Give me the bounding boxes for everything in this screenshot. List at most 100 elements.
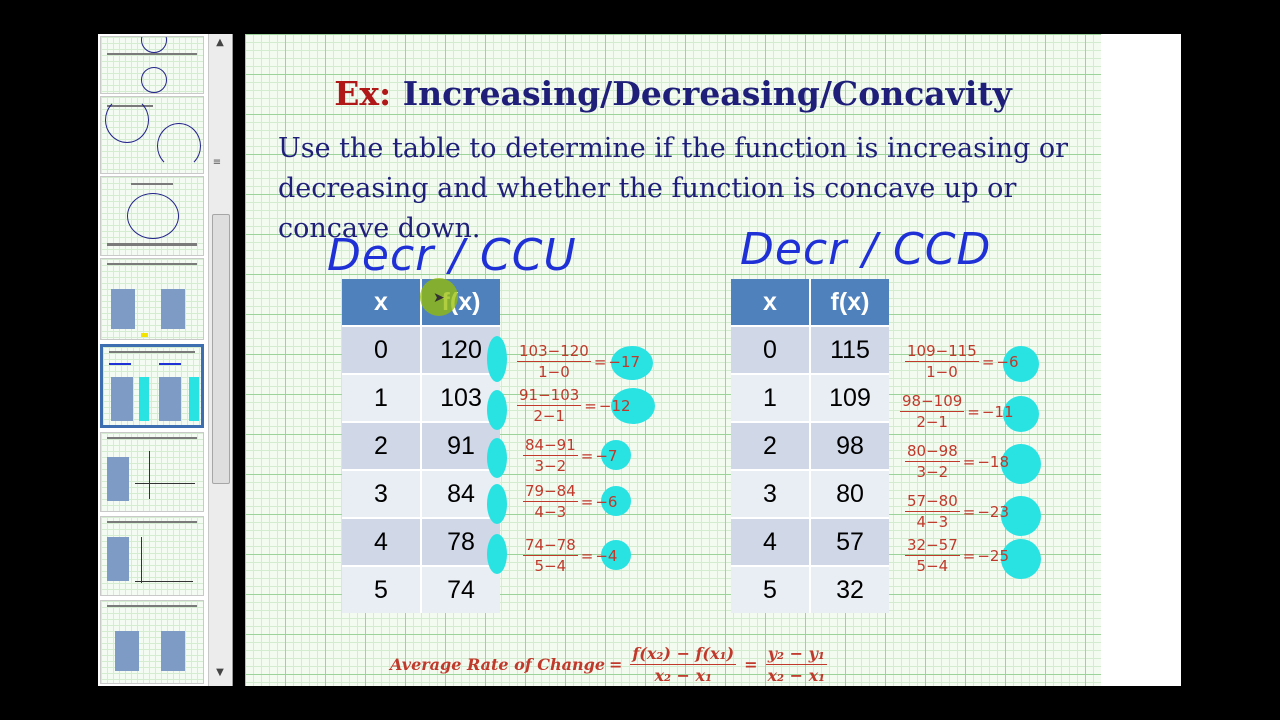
equals-sign: = xyxy=(580,546,594,565)
result-highlight xyxy=(601,486,631,516)
equals-sign: = xyxy=(962,452,976,471)
title-text: Increasing/Decreasing/Concavity xyxy=(402,74,1012,113)
scroll-down-arrow-icon[interactable]: ▼ xyxy=(216,667,224,678)
equals-sign: = xyxy=(593,352,607,371)
cell-fx: 109 xyxy=(810,373,889,422)
cell-x: 3 xyxy=(731,469,811,518)
equals-sign: = xyxy=(981,352,995,371)
slide-thumbnail-current[interactable] xyxy=(100,344,204,428)
fraction-numerator: 79−84 xyxy=(523,482,578,502)
table-row: 1 103 xyxy=(342,373,500,422)
cell-x: 0 xyxy=(342,325,422,374)
equals-sign: = xyxy=(609,655,623,674)
result-highlight xyxy=(601,440,631,470)
highlight-mark xyxy=(487,390,507,430)
rate-of-change-expression: 84−91 3−2 = −7 xyxy=(523,436,617,475)
title-prefix: Ex: xyxy=(334,74,392,113)
column-header-fx: f(x) xyxy=(810,279,889,326)
slide-thumbnail[interactable] xyxy=(100,96,204,174)
fraction-numerator: 109−115 xyxy=(905,342,979,362)
rate-of-change-expression: 80−98 3−2 = −18 xyxy=(905,442,1009,481)
value-table-right: x f(x) 0 115 1 109 2 98 3 80 4 57 5 32 xyxy=(731,279,889,613)
slide-thumbnail-panel: ▲ ≡ ▼ xyxy=(98,34,233,686)
rate-result: −6 xyxy=(595,492,618,511)
rate-of-change-expression: 109−115 1−0 = −6 xyxy=(905,342,1019,381)
slide-thumbnail[interactable] xyxy=(100,258,204,340)
cell-x: 5 xyxy=(731,565,811,613)
fraction-numerator: 80−98 xyxy=(905,442,960,462)
table-row: 2 91 xyxy=(342,421,500,470)
table-row: 0 115 xyxy=(731,325,889,374)
result-highlight xyxy=(1003,396,1039,432)
slide-thumbnail[interactable] xyxy=(100,176,204,256)
table-row: 5 74 xyxy=(342,565,500,613)
value-table-left: x f(x) 0 120 1 103 2 91 3 84 4 78 5 74 xyxy=(342,279,500,613)
table-row: 3 84 xyxy=(342,469,500,518)
handwritten-note-left: Decr / CCU xyxy=(327,230,577,281)
problem-prompt: Use the table to determine if the functi… xyxy=(278,133,1069,244)
pointer-highlight xyxy=(420,278,458,316)
fraction-denominator: 1−0 xyxy=(538,363,570,381)
slide-thumbnail[interactable] xyxy=(100,36,204,94)
cursor-arrow-icon: ➤ xyxy=(433,290,445,306)
rate-result: −25 xyxy=(977,546,1009,565)
result-highlight xyxy=(601,540,631,570)
result-highlight xyxy=(1001,539,1041,579)
fraction-denominator: 2−1 xyxy=(916,413,948,431)
table-row: 1 109 xyxy=(731,373,889,422)
cell-fx: 120 xyxy=(421,325,500,374)
slide-canvas: Ex: Increasing/Decreasing/Concavity Use … xyxy=(245,34,1101,686)
rate-of-change-expression: 103−120 1−0 = −17 xyxy=(517,342,640,381)
cell-fx: 32 xyxy=(810,565,889,613)
thumbnail-list xyxy=(98,34,208,686)
cell-x: 4 xyxy=(342,517,422,566)
highlight-mark xyxy=(487,336,507,382)
formula-numerator-2: y₂ − y₁ xyxy=(765,644,827,665)
slide-thumbnail[interactable] xyxy=(100,600,204,684)
fraction-denominator: 2−1 xyxy=(533,407,565,425)
cell-x: 1 xyxy=(731,373,811,422)
table-row: 5 32 xyxy=(731,565,889,613)
slide-title: Ex: Increasing/Decreasing/Concavity xyxy=(245,74,1101,113)
rate-result: −6 xyxy=(996,352,1019,371)
cell-fx: 78 xyxy=(421,517,500,566)
cell-fx: 91 xyxy=(421,421,500,470)
cell-fx: 57 xyxy=(810,517,889,566)
rate-result: −12 xyxy=(598,396,631,415)
slide-thumbnail[interactable] xyxy=(100,516,204,596)
result-highlight xyxy=(611,346,653,380)
table-row: 2 98 xyxy=(731,421,889,470)
fraction-numerator: 91−103 xyxy=(517,386,582,406)
cell-fx: 98 xyxy=(810,421,889,470)
result-highlight xyxy=(1001,496,1041,536)
cell-x: 2 xyxy=(731,421,811,470)
rate-of-change-expression: 91−103 2−1 = −12 xyxy=(517,386,631,425)
table-row: 3 80 xyxy=(731,469,889,518)
equals-sign: = xyxy=(962,502,976,521)
fraction-numerator: 32−57 xyxy=(905,536,960,556)
cell-x: 2 xyxy=(342,421,422,470)
equals-sign: = xyxy=(580,446,594,465)
formula-numerator-1: f(x₂) − f(x₁) xyxy=(630,644,737,665)
cell-fx: 84 xyxy=(421,469,500,518)
cell-fx: 115 xyxy=(810,325,889,374)
cell-fx: 80 xyxy=(810,469,889,518)
column-header-x: x xyxy=(731,279,811,326)
rate-of-change-expression: 98−109 2−1 = −11 xyxy=(900,392,1014,431)
fraction-denominator: 4−3 xyxy=(916,513,949,531)
equals-sign: = xyxy=(962,546,976,565)
cell-x: 0 xyxy=(731,325,811,374)
rate-of-change-expression: 57−80 4−3 = −23 xyxy=(905,492,1009,531)
table-row: 0 120 xyxy=(342,325,500,374)
rate-of-change-expression: 79−84 4−3 = −6 xyxy=(523,482,617,521)
scrollbar-thumb[interactable] xyxy=(212,214,230,484)
fraction-denominator: 5−4 xyxy=(916,557,949,575)
fraction-numerator: 74−78 xyxy=(523,536,578,556)
fraction-denominator: 3−2 xyxy=(534,457,567,475)
thumbnail-scrollbar[interactable]: ▲ ≡ ▼ xyxy=(208,34,231,686)
table-row: 4 57 xyxy=(731,517,889,566)
cell-x: 1 xyxy=(342,373,422,422)
slide-thumbnail[interactable] xyxy=(100,432,204,512)
equals-sign: = xyxy=(580,492,594,511)
scroll-up-arrow-icon[interactable]: ▲ xyxy=(216,37,224,48)
